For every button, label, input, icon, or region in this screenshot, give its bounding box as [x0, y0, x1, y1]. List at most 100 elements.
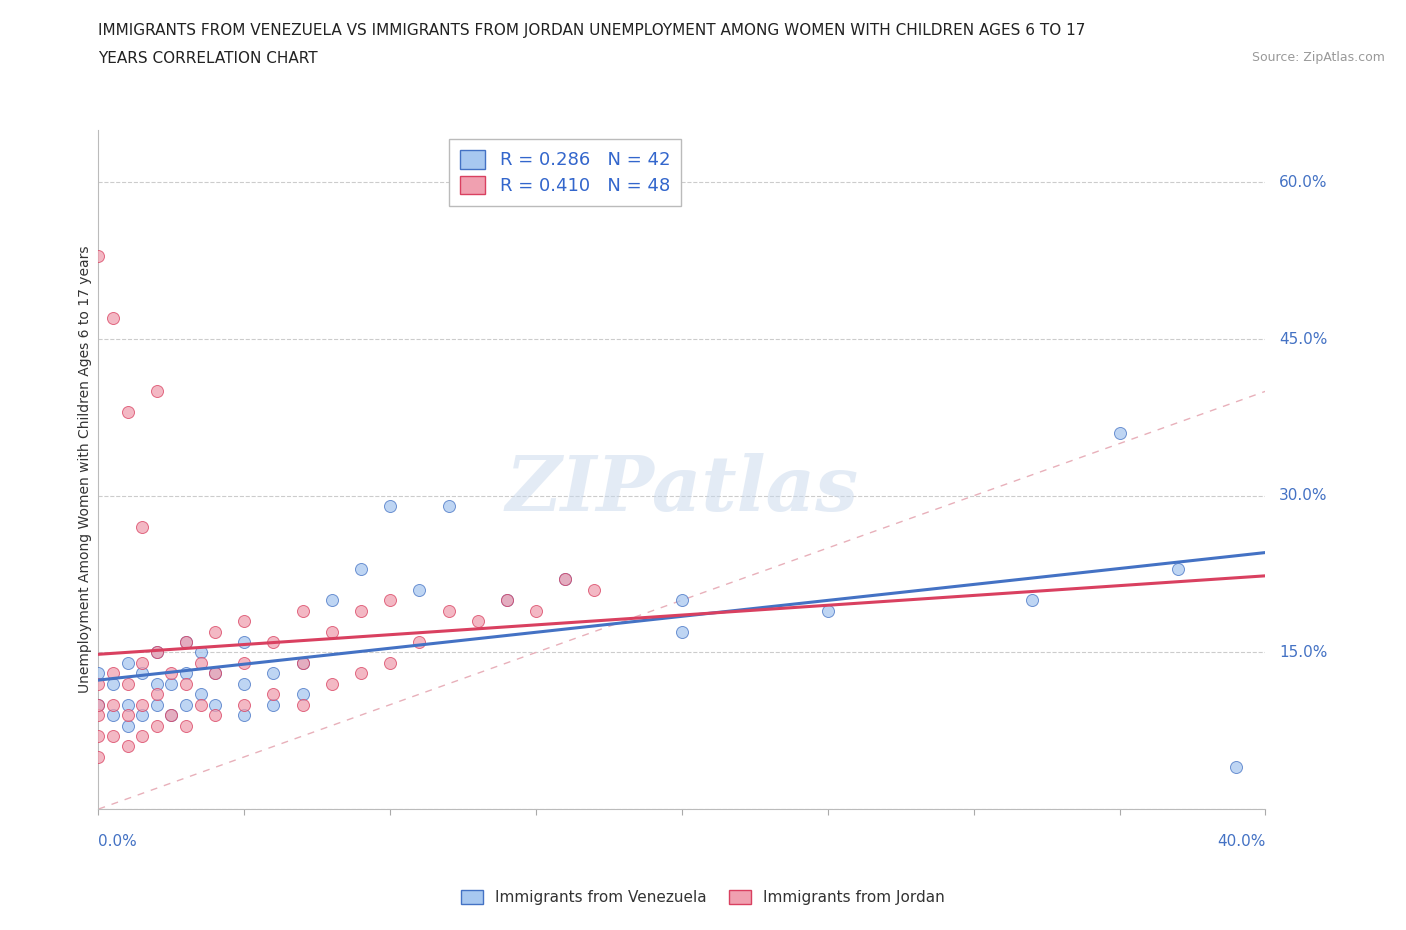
Point — [321, 676, 343, 691]
Text: ZIPatlas: ZIPatlas — [505, 453, 859, 527]
Point — [87, 666, 110, 681]
Point — [101, 311, 124, 325]
Point — [117, 656, 139, 671]
Point — [1167, 562, 1189, 577]
Text: IMMIGRANTS FROM VENEZUELA VS IMMIGRANTS FROM JORDAN UNEMPLOYMENT AMONG WOMEN WIT: IMMIGRANTS FROM VENEZUELA VS IMMIGRANTS … — [98, 23, 1085, 38]
Point — [204, 698, 226, 712]
Point — [233, 614, 256, 629]
Point — [204, 666, 226, 681]
Point — [204, 624, 226, 639]
Point — [233, 676, 256, 691]
Point — [87, 676, 110, 691]
Point — [1108, 426, 1130, 441]
Point — [101, 676, 124, 691]
Text: Source: ZipAtlas.com: Source: ZipAtlas.com — [1251, 51, 1385, 64]
Point — [146, 676, 169, 691]
Point — [146, 686, 169, 701]
Point — [190, 645, 212, 660]
Point — [291, 656, 314, 671]
Point — [174, 676, 197, 691]
Point — [233, 698, 256, 712]
Text: 45.0%: 45.0% — [1279, 332, 1327, 347]
Point — [671, 624, 693, 639]
Point — [87, 698, 110, 712]
Point — [378, 656, 402, 671]
Point — [131, 698, 153, 712]
Point — [437, 498, 460, 513]
Point — [87, 698, 110, 712]
Point — [262, 698, 284, 712]
Point — [101, 728, 124, 743]
Point — [174, 666, 197, 681]
Point — [524, 604, 547, 618]
Point — [817, 604, 839, 618]
Point — [378, 498, 402, 513]
Point — [117, 676, 139, 691]
Point — [1021, 592, 1043, 607]
Point — [233, 708, 256, 723]
Point — [495, 592, 517, 607]
Point — [174, 634, 197, 649]
Point — [350, 666, 373, 681]
Point — [554, 572, 576, 587]
Point — [291, 686, 314, 701]
Point — [117, 718, 139, 733]
Point — [350, 562, 373, 577]
Point — [160, 708, 183, 723]
Point — [408, 582, 430, 597]
Legend: R = 0.286   N = 42, R = 0.410   N = 48: R = 0.286 N = 42, R = 0.410 N = 48 — [450, 140, 681, 206]
Point — [467, 614, 489, 629]
Point — [554, 572, 576, 587]
Legend: Immigrants from Venezuela, Immigrants from Jordan: Immigrants from Venezuela, Immigrants fr… — [454, 883, 952, 913]
Text: 30.0%: 30.0% — [1279, 488, 1327, 503]
Text: 40.0%: 40.0% — [1218, 834, 1265, 849]
Point — [117, 698, 139, 712]
Point — [408, 634, 430, 649]
Point — [101, 666, 124, 681]
Point — [131, 666, 153, 681]
Point — [204, 708, 226, 723]
Point — [174, 634, 197, 649]
Point — [291, 656, 314, 671]
Point — [321, 624, 343, 639]
Point — [583, 582, 606, 597]
Point — [117, 405, 139, 419]
Point — [87, 728, 110, 743]
Point — [321, 592, 343, 607]
Point — [291, 698, 314, 712]
Point — [160, 708, 183, 723]
Point — [190, 686, 212, 701]
Point — [131, 708, 153, 723]
Point — [87, 248, 110, 263]
Point — [262, 666, 284, 681]
Point — [204, 666, 226, 681]
Point — [146, 645, 169, 660]
Point — [117, 739, 139, 754]
Text: 0.0%: 0.0% — [98, 834, 138, 849]
Point — [101, 698, 124, 712]
Text: 15.0%: 15.0% — [1279, 644, 1327, 660]
Point — [190, 698, 212, 712]
Point — [146, 698, 169, 712]
Point — [495, 592, 517, 607]
Point — [146, 645, 169, 660]
Point — [350, 604, 373, 618]
Point — [146, 384, 169, 399]
Point — [87, 750, 110, 764]
Point — [174, 698, 197, 712]
Point — [233, 634, 256, 649]
Point — [437, 604, 460, 618]
Point — [131, 656, 153, 671]
Point — [131, 728, 153, 743]
Point — [233, 656, 256, 671]
Point — [174, 718, 197, 733]
Point — [146, 718, 169, 733]
Point — [262, 634, 284, 649]
Text: YEARS CORRELATION CHART: YEARS CORRELATION CHART — [98, 51, 318, 66]
Point — [291, 604, 314, 618]
Point — [262, 686, 284, 701]
Y-axis label: Unemployment Among Women with Children Ages 6 to 17 years: Unemployment Among Women with Children A… — [79, 246, 93, 694]
Point — [160, 676, 183, 691]
Point — [117, 708, 139, 723]
Point — [671, 592, 693, 607]
